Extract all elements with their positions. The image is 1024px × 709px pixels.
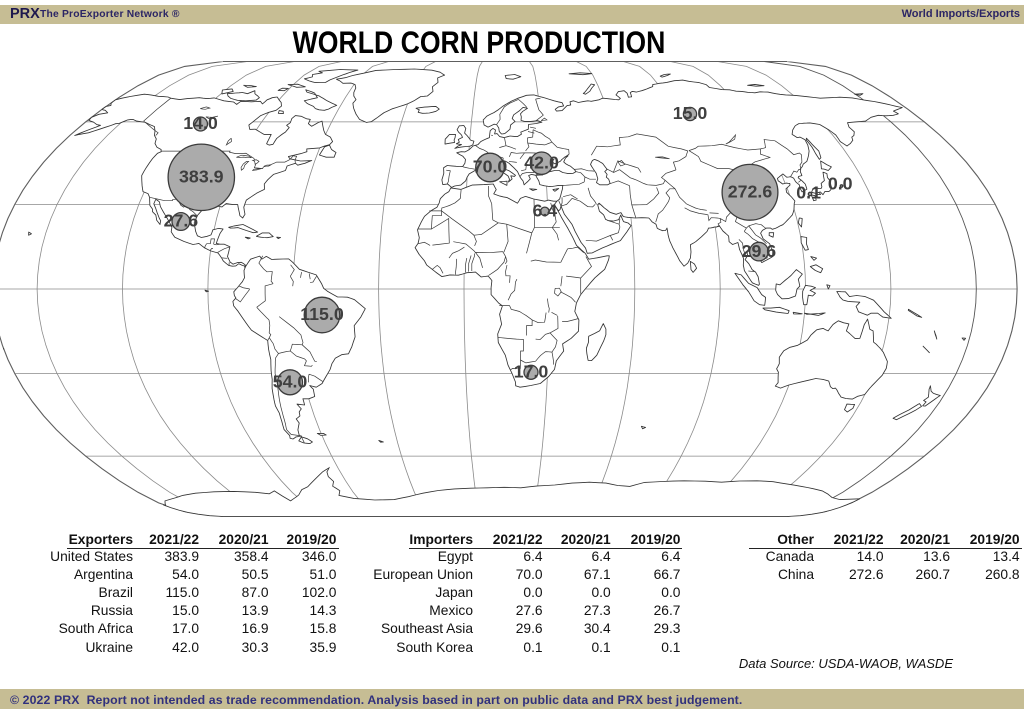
svg-text:70.0: 70.0: [473, 157, 508, 177]
svg-text:6.4: 6.4: [532, 201, 557, 221]
svg-text:17.0: 17.0: [514, 362, 549, 382]
svg-text:0.1: 0.1: [796, 183, 821, 203]
svg-text:115.0: 115.0: [300, 304, 344, 324]
svg-text:383.9: 383.9: [179, 167, 224, 187]
svg-text:15.0: 15.0: [673, 103, 708, 123]
svg-text:272.6: 272.6: [728, 182, 773, 202]
svg-text:0.0: 0.0: [828, 174, 853, 194]
svg-text:29.6: 29.6: [742, 241, 777, 261]
svg-text:54.0: 54.0: [273, 372, 308, 392]
svg-text:42.0: 42.0: [524, 152, 559, 172]
svg-text:27.6: 27.6: [164, 211, 199, 231]
svg-text:14.0: 14.0: [183, 113, 218, 133]
